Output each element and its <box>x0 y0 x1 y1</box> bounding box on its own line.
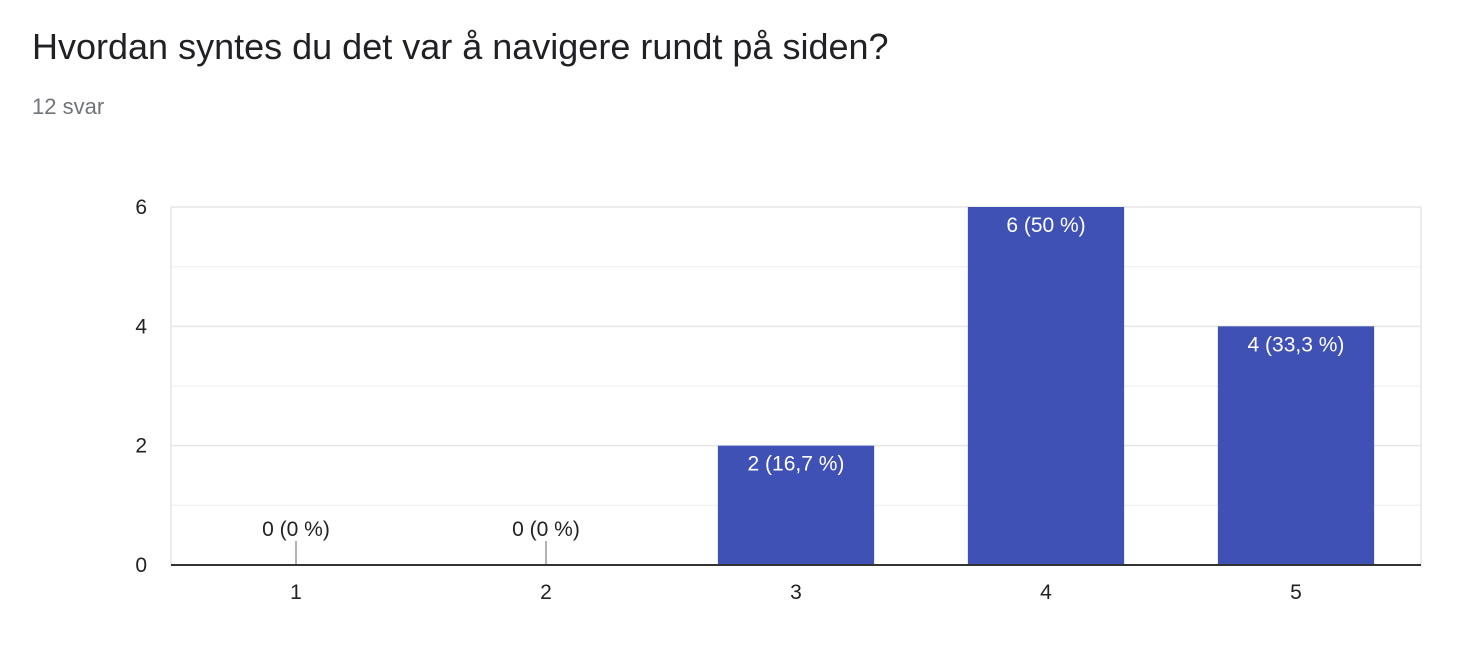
y-tick-label: 4 <box>135 315 147 338</box>
bar-data-label: 0 (0 %) <box>262 518 330 541</box>
bar <box>1217 326 1375 565</box>
response-count: 12 svar <box>32 94 105 119</box>
x-tick-label: 4 <box>1040 581 1052 604</box>
bar <box>717 445 875 565</box>
y-tick-label: 6 <box>135 196 147 219</box>
bars <box>295 207 1375 565</box>
x-tick-label: 3 <box>790 581 802 604</box>
bar-data-label: 6 (50 %) <box>1006 214 1085 237</box>
y-tick-label: 0 <box>135 554 147 577</box>
y-tick-label: 2 <box>135 435 147 458</box>
bar-data-label: 0 (0 %) <box>512 518 580 541</box>
x-tick-label: 5 <box>1290 581 1302 604</box>
axes: 0 2 4 6 1 2 3 4 5 <box>135 196 1421 604</box>
x-tick-label: 2 <box>540 581 552 604</box>
bar <box>967 207 1125 565</box>
x-tick-label: 1 <box>290 581 302 604</box>
bar-data-label: 4 (33,3 %) <box>1248 333 1345 356</box>
bar-data-label: 2 (16,7 %) <box>748 453 845 476</box>
data-labels: 0 (0 %) 0 (0 %) 2 (16,7 %) 6 (50 %) 4 (33,3 … <box>262 214 1344 541</box>
question-title: Hvordan syntes du det var å navigere run… <box>32 26 889 67</box>
